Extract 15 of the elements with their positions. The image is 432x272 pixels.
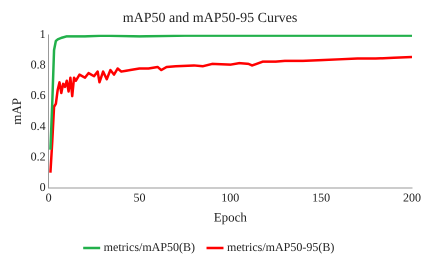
x-tick-label: 200	[403, 190, 421, 204]
x-tick-label: 50	[133, 190, 146, 204]
chart-title: mAP50 and mAP50-95 Curves	[122, 11, 298, 26]
y-tick-label: 0	[40, 180, 46, 194]
legend-label: metrics/mAP50-95(B)	[227, 240, 334, 254]
y-tick-label: 0.6	[30, 88, 46, 102]
y-tick-label: 0.4	[30, 118, 46, 133]
y-axis-title: mAP	[9, 98, 24, 125]
x-tick-label: 150	[312, 190, 330, 204]
y-tick-label: 0.2	[30, 150, 46, 164]
x-axis-title: Epoch	[214, 210, 248, 225]
y-tick-label: 1	[40, 26, 46, 41]
legend-label: metrics/mAP50(B)	[104, 240, 196, 254]
x-tick-label: 100	[221, 190, 240, 204]
y-tick-label: 0.8	[30, 58, 46, 72]
